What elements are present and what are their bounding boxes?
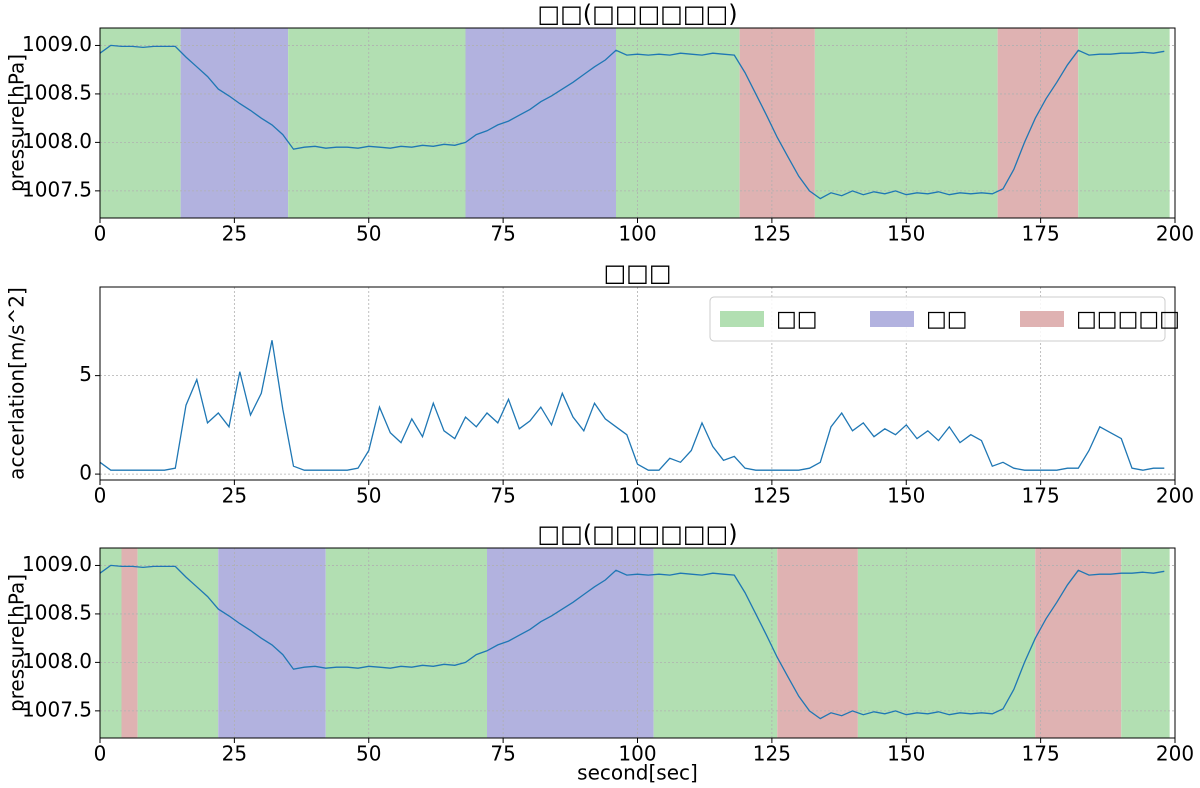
x-tick-label: 50 <box>356 742 381 766</box>
y-tick-label: 0 <box>79 461 92 485</box>
label-region <box>653 548 778 738</box>
label-region <box>1078 28 1170 218</box>
x-tick-label: 125 <box>753 742 791 766</box>
label-region <box>137 548 219 738</box>
x-tick-label: 50 <box>356 222 381 246</box>
label-region <box>997 28 1079 218</box>
x-tick-label: 200 <box>1156 222 1194 246</box>
x-tick-label: 150 <box>887 222 925 246</box>
label-region <box>100 28 181 218</box>
data-line <box>99 340 1165 471</box>
plot-frame <box>99 286 1176 481</box>
x-tick-label: 100 <box>618 484 656 508</box>
y-axis-label: accerlation[m/s^2] <box>5 287 29 480</box>
x-tick-label: 0 <box>94 742 107 766</box>
x-tick-label: 175 <box>1022 484 1060 508</box>
label-region <box>325 548 487 738</box>
x-axis-label: second[sec] <box>577 761 698 785</box>
y-tick-label: 1007.5 <box>22 177 92 201</box>
x-tick-label: 150 <box>887 742 925 766</box>
chart-title: □□(□□□□□□) <box>537 520 737 548</box>
legend-box <box>709 296 1166 342</box>
label-region <box>857 548 1036 738</box>
x-tick-label: 150 <box>887 484 925 508</box>
label-region <box>1035 548 1122 738</box>
legend-label: □□ <box>926 307 968 332</box>
label-region <box>218 548 326 738</box>
label-region <box>100 548 122 738</box>
data-line <box>99 44 1165 200</box>
label-region <box>180 28 289 218</box>
y-tick-label: 1008.0 <box>22 649 92 673</box>
y-tick-label: 5 <box>79 362 92 386</box>
label-region <box>616 28 740 218</box>
x-tick-label: 200 <box>1156 484 1194 508</box>
x-tick-label: 75 <box>490 484 515 508</box>
x-tick-label: 25 <box>222 742 247 766</box>
x-tick-label: 25 <box>222 222 247 246</box>
x-tick-label: 100 <box>618 742 656 766</box>
x-tick-label: 75 <box>490 222 515 246</box>
y-tick-label: 1008.5 <box>22 600 92 624</box>
x-tick-label: 50 <box>356 484 381 508</box>
legend-label: □□□□□ <box>1076 307 1180 332</box>
x-tick-label: 175 <box>1022 742 1060 766</box>
legend-label: □□ <box>776 307 818 332</box>
label-region <box>739 28 815 218</box>
y-tick-label: 1008.5 <box>22 80 92 104</box>
label-region <box>814 28 998 218</box>
x-tick-label: 25 <box>222 484 247 508</box>
x-tick-label: 125 <box>753 222 791 246</box>
x-tick-label: 175 <box>1022 222 1060 246</box>
label-region <box>465 28 616 218</box>
label-region <box>487 548 654 738</box>
legend-swatch <box>870 311 914 327</box>
y-tick-label: 1008.0 <box>22 129 92 153</box>
x-tick-label: 125 <box>753 484 791 508</box>
y-axis-label: pressure[hPa] <box>5 574 29 712</box>
x-tick-label: 75 <box>490 742 515 766</box>
y-tick-label: 1009.0 <box>22 552 92 576</box>
chart-title: □□□ <box>603 259 671 287</box>
data-line <box>99 564 1165 720</box>
y-tick-label: 1007.5 <box>22 697 92 721</box>
x-tick-label: 100 <box>618 222 656 246</box>
chart-title: □□(□□□□□□) <box>537 0 737 28</box>
label-region <box>121 548 138 738</box>
y-tick-label: 1009.0 <box>22 32 92 56</box>
label-region <box>777 548 858 738</box>
label-region <box>288 28 466 218</box>
x-tick-label: 0 <box>94 222 107 246</box>
x-tick-label: 0 <box>94 484 107 508</box>
plot-frame <box>99 547 1176 739</box>
x-tick-label: 200 <box>1156 742 1194 766</box>
plot-frame <box>99 27 1176 219</box>
legend-swatch <box>720 311 764 327</box>
label-region <box>1121 548 1170 738</box>
legend-swatch <box>1020 311 1064 327</box>
y-axis-label: pressure[hPa] <box>5 54 29 192</box>
